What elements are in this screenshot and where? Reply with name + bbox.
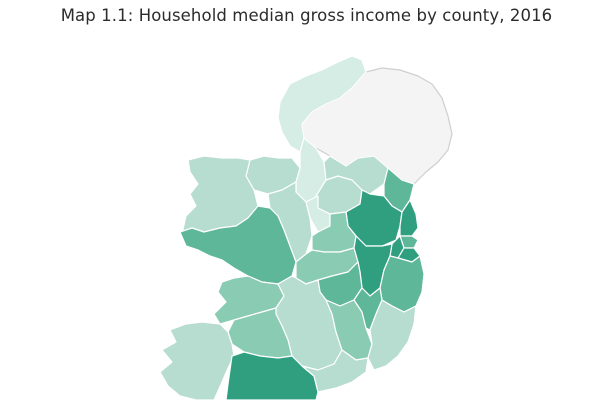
- county-galway[interactable]: [179, 205, 297, 285]
- county-limerick[interactable]: [227, 307, 293, 359]
- county-kerry[interactable]: [159, 321, 235, 400]
- county-donegal[interactable]: [277, 55, 367, 153]
- county-wexford[interactable]: [367, 299, 417, 371]
- map-title: Map 1.1: Household median gross income b…: [60, 6, 553, 25]
- county-fingal[interactable]: [399, 199, 419, 237]
- county-waterford[interactable]: [301, 349, 369, 393]
